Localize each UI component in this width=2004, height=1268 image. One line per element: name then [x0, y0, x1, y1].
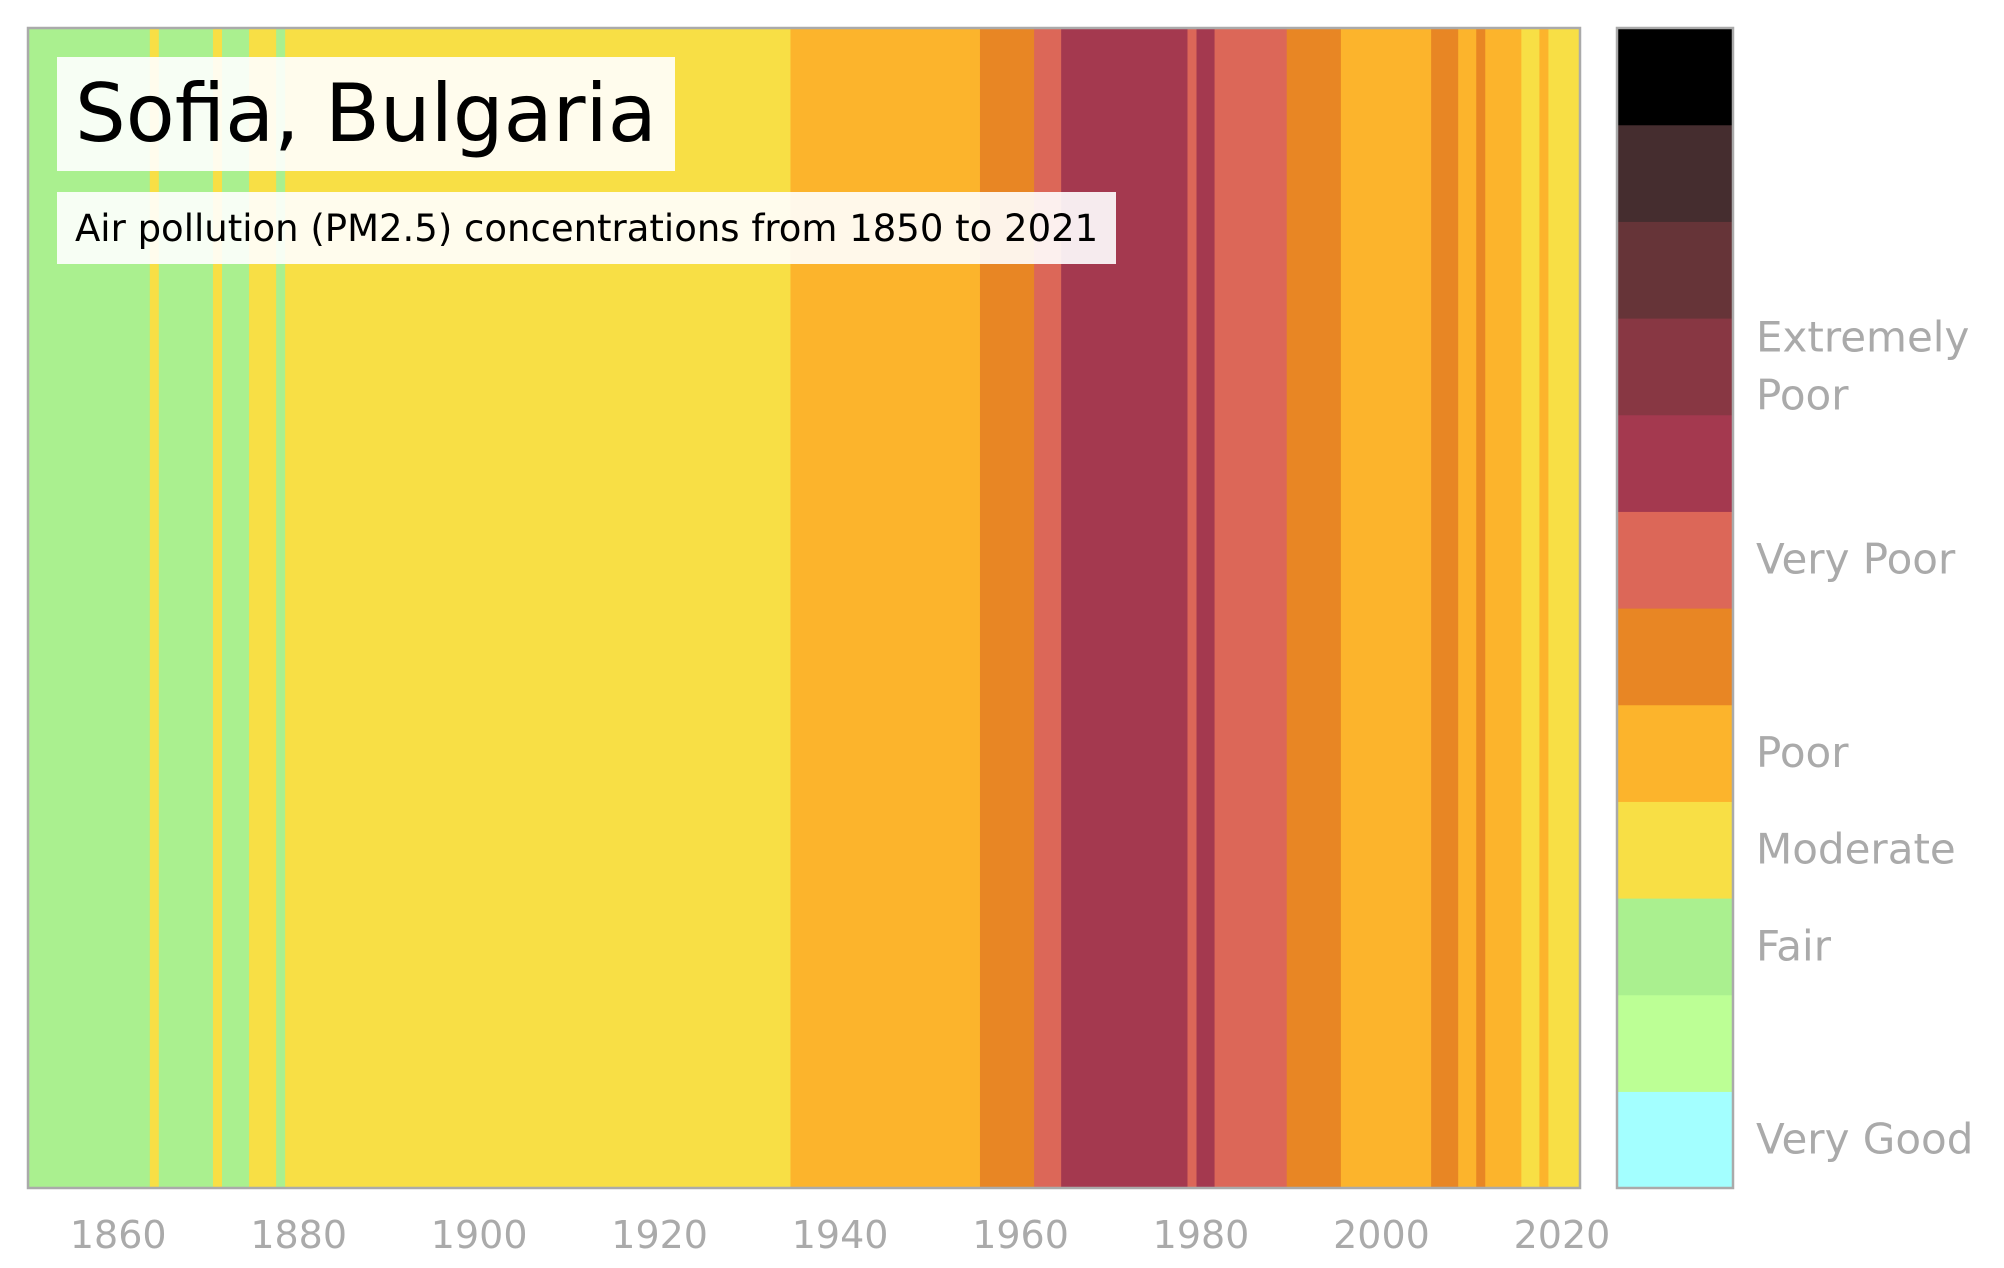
chart-title: Sofia, Bulgaria — [75, 67, 657, 160]
colorbar-label: Poor — [1756, 728, 1849, 777]
colorbar-frame — [1615, 26, 1735, 1190]
stripe-18 — [1458, 28, 1477, 1188]
x-tick-label: 1860 — [70, 1213, 167, 1257]
stripe-15 — [1286, 28, 1342, 1188]
x-tick-label: 1880 — [250, 1213, 347, 1257]
colorbar-swatch-0 — [1617, 1091, 1733, 1189]
x-tick-label: 2020 — [1514, 1213, 1611, 1257]
stripe-20 — [1485, 28, 1522, 1188]
colorbar-swatch-9 — [1617, 221, 1733, 319]
chart-subtitle: Air pollution (PM2.5) concentrations fro… — [75, 206, 1099, 250]
stripe-12 — [1187, 28, 1198, 1188]
x-axis: 1860 1880 1900 1920 1940 1960 1980 2000 2020 — [70, 1213, 1610, 1257]
colorbar-label: Very Good — [1756, 1115, 1973, 1164]
colorbar-label: Extremely Poor — [1756, 312, 1969, 419]
colorbar — [1617, 28, 1733, 1189]
stripe-22 — [1539, 28, 1550, 1188]
stripe-21 — [1521, 28, 1540, 1188]
x-tick-label: 1940 — [792, 1213, 889, 1257]
colorbar-swatch-7 — [1617, 414, 1733, 512]
stripe-19 — [1476, 28, 1486, 1188]
colorbar-swatch-4 — [1617, 704, 1733, 802]
colorbar-label: Very Poor — [1756, 535, 1956, 584]
stripe-3 — [212, 28, 223, 1188]
colorbar-swatch-2 — [1617, 898, 1733, 996]
colorbar-label: Moderate — [1756, 825, 1956, 874]
stripe-13 — [1196, 28, 1216, 1188]
stripe-16 — [1340, 28, 1432, 1188]
stripe-6 — [276, 28, 286, 1188]
colorbar-swatch-10 — [1617, 124, 1733, 222]
stripe-14 — [1214, 28, 1288, 1188]
x-tick-label: 2000 — [1333, 1213, 1430, 1257]
colorbar-swatch-11 — [1617, 28, 1733, 126]
stripes-area — [28, 28, 1581, 1188]
colorbar-swatch-1 — [1617, 994, 1733, 1092]
colorbar-labels: Very Good Fair Moderate Poor Very Poor Extrem… — [1756, 312, 1973, 1163]
colorbar-swatch-3 — [1617, 801, 1733, 899]
stripe-1 — [149, 28, 160, 1188]
x-tick-label: 1920 — [611, 1213, 708, 1257]
plot-frame — [26, 26, 1582, 1190]
x-tick-label: 1960 — [972, 1213, 1069, 1257]
colorbar-swatch-6 — [1617, 511, 1733, 609]
colorbar-swatch-5 — [1617, 608, 1733, 706]
colorbar-label: Fair — [1756, 921, 1832, 970]
subtitle-box: Air pollution (PM2.5) concentrations fro… — [57, 192, 1117, 264]
x-tick-label: 1980 — [1153, 1213, 1250, 1257]
stripe-23 — [1548, 28, 1581, 1188]
colorbar-swatch-8 — [1617, 318, 1733, 416]
stripe-17 — [1431, 28, 1459, 1188]
title-box: Sofia, Bulgaria — [57, 57, 675, 171]
x-tick-label: 1900 — [431, 1213, 528, 1257]
